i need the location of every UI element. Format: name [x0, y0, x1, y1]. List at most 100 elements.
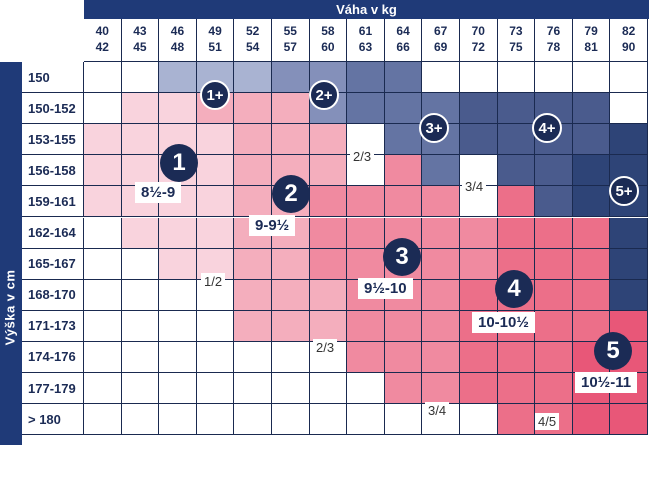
fraction-label: 3/4: [425, 402, 450, 419]
weight-axis-title: Váha v kg: [84, 0, 649, 19]
size-cell: [159, 217, 197, 249]
size-cell: [159, 404, 197, 436]
size-cell: [422, 373, 460, 405]
height-label: > 180: [22, 404, 84, 436]
size-cell: [347, 186, 385, 218]
weight-header: 52 54: [234, 19, 272, 62]
size-cell: [422, 62, 460, 94]
weight-header: 40 42: [84, 19, 122, 62]
size-cell: [384, 373, 423, 405]
size-cell: [347, 404, 385, 436]
size-cell: [272, 124, 310, 156]
size-cell: [347, 217, 385, 249]
size-cell: [535, 62, 573, 94]
size-cell: [535, 373, 573, 405]
weight-header: 46 48: [159, 19, 197, 62]
size-cell: [234, 155, 272, 187]
size-cell: [309, 248, 348, 280]
weight-low: 40: [95, 24, 109, 38]
height-label: 165-167: [22, 248, 84, 280]
weight-header: 73 75: [497, 19, 536, 62]
weight-high: 54: [246, 40, 260, 54]
weight-high: 90: [622, 40, 636, 54]
size-cell: [347, 341, 385, 373]
zone-plus-badge: 3+: [419, 113, 449, 143]
size-cell: [196, 155, 235, 187]
size-cell: [422, 217, 460, 249]
zone-number: 2: [272, 175, 310, 213]
fraction-label: 3/4: [462, 178, 487, 195]
weight-low: 67: [434, 24, 448, 38]
weight-high: 48: [170, 40, 185, 54]
weight-low: 49: [208, 24, 222, 38]
size-cell: [196, 310, 235, 342]
size-cell: [196, 341, 235, 373]
weight-low: 55: [283, 24, 297, 38]
size-cell: [272, 373, 310, 405]
zone-plus-badge: 5+: [609, 176, 639, 206]
size-cell: [272, 341, 310, 373]
size-cell: [422, 310, 460, 342]
size-cell: [234, 404, 272, 436]
size-cell: [497, 124, 536, 156]
size-cell: [84, 124, 122, 156]
size-cell: [460, 93, 498, 125]
size-cell: [347, 373, 385, 405]
size-cell: [196, 124, 235, 156]
size-cell: [196, 217, 235, 249]
size-cell: [572, 279, 611, 311]
size-cell: [121, 310, 160, 342]
weight-header: 79 81: [572, 19, 611, 62]
height-label: 156-158: [22, 155, 84, 187]
weight-low: 79: [584, 24, 598, 38]
size-cell: [121, 93, 160, 125]
size-cell: [384, 310, 423, 342]
weight-header: 82 90: [610, 19, 648, 62]
size-cell: [309, 404, 348, 436]
size-cell: [572, 404, 611, 436]
size-cell: [497, 404, 536, 436]
size-cell: [234, 279, 272, 311]
weight-low: 52: [246, 24, 260, 38]
size-cell: [196, 373, 235, 405]
size-cell: [384, 186, 423, 218]
weight-low: 64: [396, 24, 410, 38]
size-cell: [121, 62, 160, 94]
size-cell: [84, 310, 122, 342]
size-cell: [347, 62, 385, 94]
size-cell: [309, 217, 348, 249]
size-cell: [610, 217, 648, 249]
size-cell: [84, 373, 122, 405]
size-cell: [347, 248, 385, 280]
size-cell: [497, 155, 536, 187]
height-label: 162-164: [22, 217, 84, 249]
weight-low: 46: [170, 24, 185, 38]
size-cell: [422, 186, 460, 218]
size-cell: [535, 186, 573, 218]
weight-low: 58: [321, 24, 335, 38]
weight-low: 43: [133, 24, 147, 38]
weight-high: 72: [471, 40, 485, 54]
size-cell: [84, 217, 122, 249]
size-cell: [159, 93, 197, 125]
size-cell: [84, 62, 122, 94]
size-cell: [460, 62, 498, 94]
height-axis-band: Výška v cm: [0, 62, 22, 445]
size-cell: [196, 404, 235, 436]
size-cell: [309, 373, 348, 405]
size-cell: [422, 341, 460, 373]
size-cell: [535, 217, 573, 249]
size-cell: [460, 404, 498, 436]
size-cell: [572, 217, 611, 249]
size-cell: [384, 155, 423, 187]
size-cell: [422, 248, 460, 280]
weight-low: 82: [622, 24, 636, 38]
size-cell: [572, 155, 611, 187]
size-cell: [460, 279, 498, 311]
size-cell: [121, 373, 160, 405]
size-cell: [572, 248, 611, 280]
size-cell: [422, 279, 460, 311]
weight-header: 58 60: [309, 19, 348, 62]
size-cell: [84, 155, 122, 187]
weight-header: 55 57: [272, 19, 310, 62]
